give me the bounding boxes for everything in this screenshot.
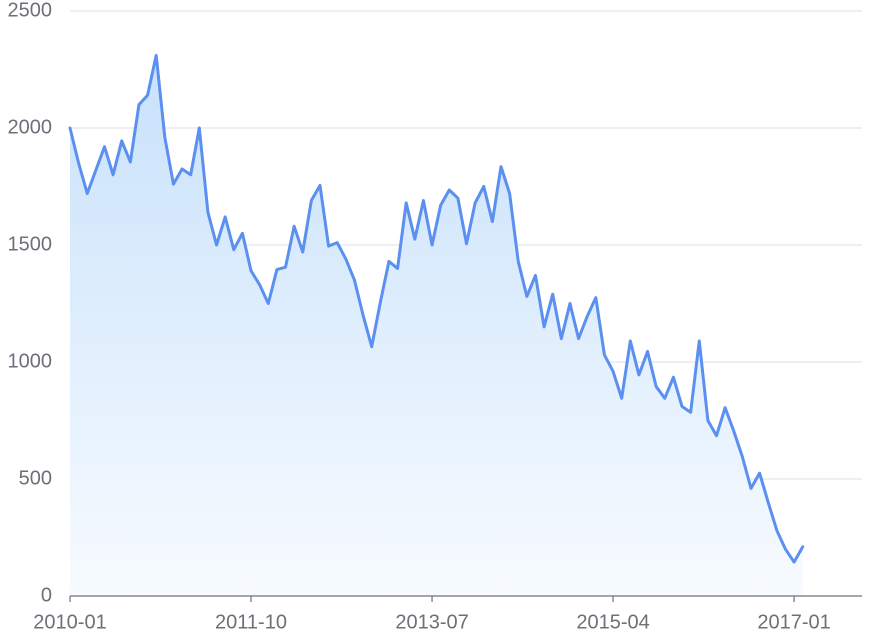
series-area-layer: [70, 55, 803, 596]
y-tick-label-2000: 2000: [8, 116, 53, 138]
x-tick-label-2011-10: 2011-10: [215, 611, 287, 633]
series-line: [68, 53, 805, 564]
series-line-layer: [68, 53, 805, 564]
y-tick-label-2500: 2500: [8, 0, 53, 21]
y-tick-label-0: 0: [41, 584, 52, 606]
x-axis: [69, 595, 862, 602]
x-tick-label-2015-04: 2015-04: [576, 611, 649, 633]
y-axis-labels: 0 500 1000 1500 2000 2500: [8, 0, 53, 606]
y-tick-label-1000: 1000: [8, 350, 53, 372]
x-tick-label-2010-01: 2010-01: [33, 611, 106, 633]
series-area: [70, 55, 803, 596]
x-axis-labels: 2010-01 2011-10 2013-07 2015-04 2017-01: [33, 611, 830, 633]
y-tick-label-500: 500: [19, 467, 52, 489]
x-tick-label-2017-01: 2017-01: [757, 611, 830, 633]
y-tick-label-1500: 1500: [8, 233, 53, 255]
x-tick-label-2013-07: 2013-07: [395, 611, 468, 633]
